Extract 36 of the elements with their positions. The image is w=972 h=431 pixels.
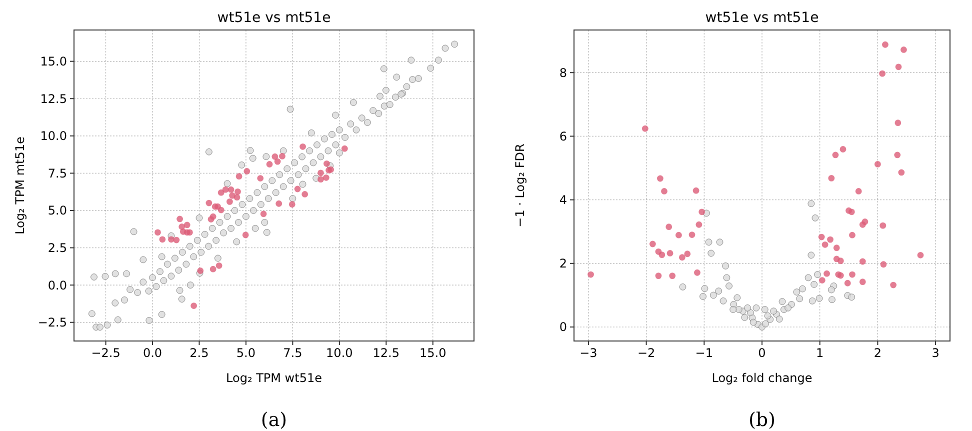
x-tick-label: 1 — [816, 346, 824, 360]
x-tick-label: 0.0 — [142, 346, 162, 360]
x-tick-label: 10.0 — [326, 346, 353, 360]
y-tick-label: −2.5 — [38, 316, 67, 330]
x-tick-label: 7.5 — [283, 346, 302, 360]
x-axis-title: Log₂ TPM wt51e — [226, 371, 322, 385]
text: (b) — [748, 409, 776, 431]
x-tick-label: 2 — [874, 346, 882, 360]
chart-title: wt51e vs mt51e — [217, 10, 331, 26]
x-tick-label: −2 — [637, 346, 656, 360]
y-tick-label: 2.5 — [48, 240, 67, 255]
x-tick-label: 15.0 — [420, 346, 446, 360]
x-tick-label: 3 — [932, 346, 940, 360]
y-tick-label: 4 — [559, 193, 567, 208]
x-tick-label: 5.0 — [236, 346, 256, 360]
text: (a) — [260, 409, 288, 431]
y-axis-title: Log₂ TPM mt51e — [13, 136, 27, 234]
chart-title: wt51e vs mt51e — [705, 10, 819, 26]
y-tick-label: 5.0 — [48, 204, 67, 218]
y-axis-title: −1 · Log₂ FDR — [513, 144, 527, 228]
y-tick-label: 7.5 — [48, 166, 67, 180]
x-tick-label: −2.5 — [91, 346, 120, 360]
y-tick-label: 10.0 — [40, 129, 67, 144]
y-tick-label: 0 — [559, 320, 567, 334]
x-tick-label: 0 — [758, 346, 766, 360]
y-tick-label: 2 — [559, 256, 567, 271]
x-tick-label: −1 — [695, 346, 714, 360]
x-tick-label: −3 — [580, 346, 598, 360]
y-tick-label: 6 — [559, 129, 567, 144]
y-tick-label: 8 — [559, 66, 567, 80]
y-tick-label: 12.5 — [40, 92, 67, 106]
x-axis-title: Log₂ fold change — [712, 371, 812, 385]
y-tick-label: 15.0 — [40, 54, 67, 69]
y-tick-label: 0.0 — [48, 278, 67, 292]
x-tick-label: 2.5 — [190, 346, 209, 360]
x-tick-label: 12.5 — [372, 346, 400, 360]
